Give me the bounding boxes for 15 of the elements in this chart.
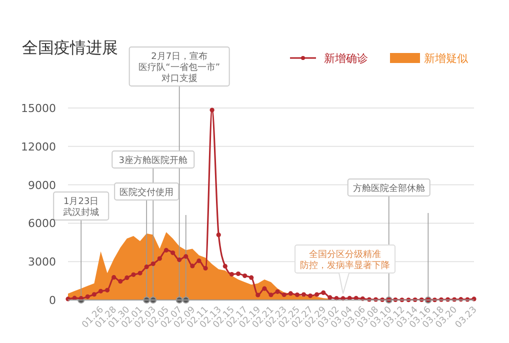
ref-line-label: 医院交付使用 — [120, 187, 174, 198]
legend-label: 新增疑似 — [424, 52, 468, 65]
annotation: 全国分区分级精准防控，发病率显著下降 — [300, 249, 390, 271]
y-tick-label: 6000 — [28, 217, 56, 230]
y-tick-label: 15000 — [21, 102, 56, 115]
y-tick-label: 12000 — [21, 140, 56, 154]
ref-line-label: 3座方舱医院开舱 — [118, 155, 188, 166]
ref-line-label: 方舱医院全部休舱 — [352, 183, 425, 194]
legend-label: 新增确诊 — [324, 52, 368, 65]
chart-title: 全国疫情进展 — [22, 38, 118, 57]
y-tick-label: 0 — [49, 294, 56, 307]
y-tick-label: 9000 — [28, 178, 56, 192]
y-tick-label: 3000 — [28, 256, 56, 269]
ref-line-label: 1月23日武汉封城 — [63, 197, 100, 218]
ref-line-label: 2月7日，宣布医疗队“一省包一市”对口支援 — [138, 51, 220, 84]
